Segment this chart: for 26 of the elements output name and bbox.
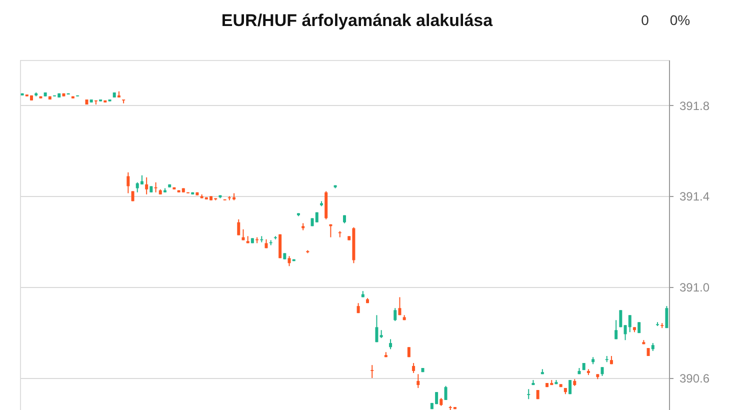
y-tick-label: 391.0 [680,280,710,294]
candlestick [416,374,420,388]
candlestick [145,176,148,195]
text: 0 [641,12,650,28]
y-tick-label: 391.8 [680,98,710,113]
candlestick [412,362,416,374]
candlestick [628,314,632,333]
candlestick [398,296,402,316]
text: 0% [670,12,690,28]
y-tick-label: 391.4 [680,190,710,204]
candlestick [389,338,392,350]
y-tick-label: 390.6 [680,371,710,386]
candlestick [140,174,144,185]
candlestick [527,388,530,400]
candlestick [568,380,572,395]
candlestick [619,310,622,328]
candlestick [370,364,374,378]
candlestick [614,320,618,340]
candlestick [237,218,240,236]
chart-title: EUR/HUF árfolyamának alakulása [221,11,494,30]
candlestick [394,308,397,322]
candlestick [375,314,378,343]
candlestick [444,385,448,401]
candlestick [288,256,291,267]
candlestick [126,172,130,194]
candlestick [665,306,668,329]
